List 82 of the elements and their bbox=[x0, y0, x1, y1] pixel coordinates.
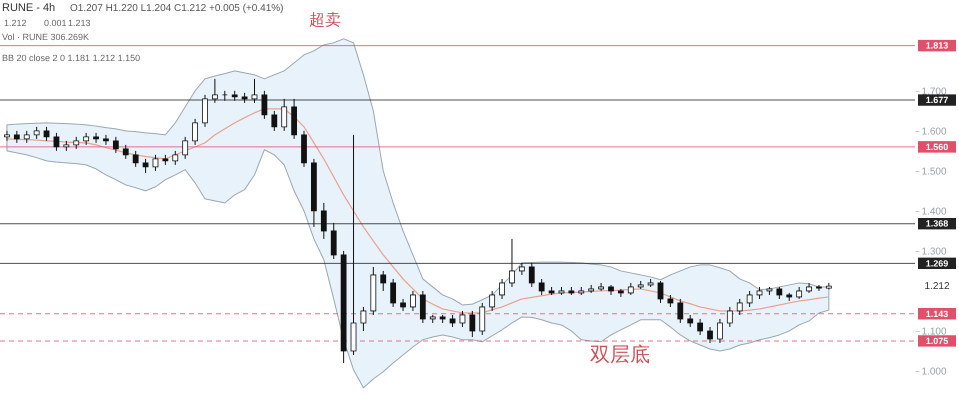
candlestick bbox=[717, 318, 723, 344]
candlestick bbox=[360, 306, 366, 332]
y-tick-label: 1.600 bbox=[922, 126, 947, 138]
annotation: 超卖 bbox=[309, 10, 341, 29]
candlestick bbox=[697, 318, 704, 336]
candlestick bbox=[242, 92, 248, 104]
candlestick bbox=[509, 238, 515, 288]
candlestick bbox=[44, 126, 50, 142]
candlestick bbox=[281, 98, 288, 132]
candlestick bbox=[112, 136, 119, 154]
candlestick bbox=[182, 136, 188, 160]
candlestick bbox=[152, 154, 158, 172]
candlestick bbox=[677, 298, 684, 324]
candlestick bbox=[756, 286, 762, 300]
candlestick bbox=[499, 278, 505, 300]
candlestick bbox=[4, 130, 10, 142]
ref-line-label: 1.269 bbox=[926, 258, 948, 268]
candlestick bbox=[400, 298, 406, 312]
y-tick-label: 1.100 bbox=[922, 326, 947, 338]
candlestick bbox=[271, 110, 278, 132]
candlestick bbox=[54, 132, 60, 152]
candlestick bbox=[538, 278, 545, 296]
candlestick bbox=[460, 310, 466, 328]
candlestick bbox=[390, 278, 396, 308]
candlestick bbox=[132, 150, 139, 168]
candlestick bbox=[63, 140, 70, 152]
ref-line-label: 1.677 bbox=[926, 95, 948, 106]
candlestick bbox=[796, 286, 802, 300]
candlestick bbox=[489, 290, 496, 312]
candlestick bbox=[687, 314, 694, 328]
candlestick bbox=[252, 78, 258, 104]
annotation: 0.001 bbox=[44, 18, 67, 28]
candlestick bbox=[608, 284, 614, 296]
y-tick-label: 1.500 bbox=[922, 166, 947, 178]
y-tick-label: 1.300 bbox=[922, 246, 947, 258]
annotation: 1.213 bbox=[68, 18, 91, 28]
candlestick bbox=[222, 90, 228, 102]
candlestick bbox=[103, 134, 109, 146]
candlestick bbox=[469, 310, 476, 338]
annotation: 双层底 bbox=[590, 342, 650, 366]
chart-subtitle: O1.207 H1.220 L1.204 C1.212 +0.005 (+0.41%) bbox=[70, 3, 284, 14]
candlestick bbox=[192, 118, 198, 146]
candlestick bbox=[776, 286, 782, 300]
candlestick bbox=[122, 144, 129, 160]
y-tick-label: 1.400 bbox=[922, 206, 947, 218]
candlestick bbox=[658, 280, 664, 304]
ref-line-label: 1.143 bbox=[926, 308, 948, 319]
candlestick bbox=[34, 126, 40, 140]
candlestick bbox=[726, 306, 733, 328]
chart-title: RUNE - 4h bbox=[2, 2, 56, 14]
annotation: BB 20 close 2 0 1.181 1.212 1.150 bbox=[2, 53, 140, 63]
candlestick bbox=[83, 132, 90, 146]
candlestick bbox=[668, 294, 674, 308]
y-tick-label: 1.700 bbox=[922, 86, 947, 98]
candlestick bbox=[746, 290, 753, 308]
candlestick bbox=[14, 130, 20, 144]
candlestick bbox=[212, 78, 218, 104]
candlestick bbox=[162, 154, 168, 166]
ref-line-label: 1.560 bbox=[926, 142, 948, 152]
candlestick bbox=[93, 132, 99, 144]
candlestick bbox=[410, 290, 416, 312]
candlestick bbox=[518, 262, 525, 276]
candlestick bbox=[528, 262, 535, 288]
candlestick bbox=[262, 90, 268, 120]
candlestick bbox=[320, 202, 327, 240]
ref-line-label: 1.813 bbox=[926, 40, 948, 51]
candlestick bbox=[628, 282, 634, 296]
annotation: Vol · RUNE 306.269K bbox=[2, 32, 90, 42]
candlestick bbox=[450, 314, 456, 328]
text: 1.212 bbox=[924, 281, 950, 292]
candlestick bbox=[736, 298, 743, 316]
candlestick bbox=[707, 326, 713, 344]
candlestick bbox=[73, 136, 80, 150]
annotation: 1.212 bbox=[4, 18, 27, 28]
candlestick bbox=[24, 130, 30, 144]
candlestick bbox=[172, 150, 178, 166]
candlestick bbox=[142, 158, 148, 174]
candlestick bbox=[806, 282, 812, 294]
ref-line-label: 1.075 bbox=[926, 336, 948, 346]
y-tick-label: 1.000 bbox=[922, 366, 947, 378]
candlestick bbox=[380, 270, 386, 292]
ref-line-label: 1.368 bbox=[926, 218, 948, 229]
